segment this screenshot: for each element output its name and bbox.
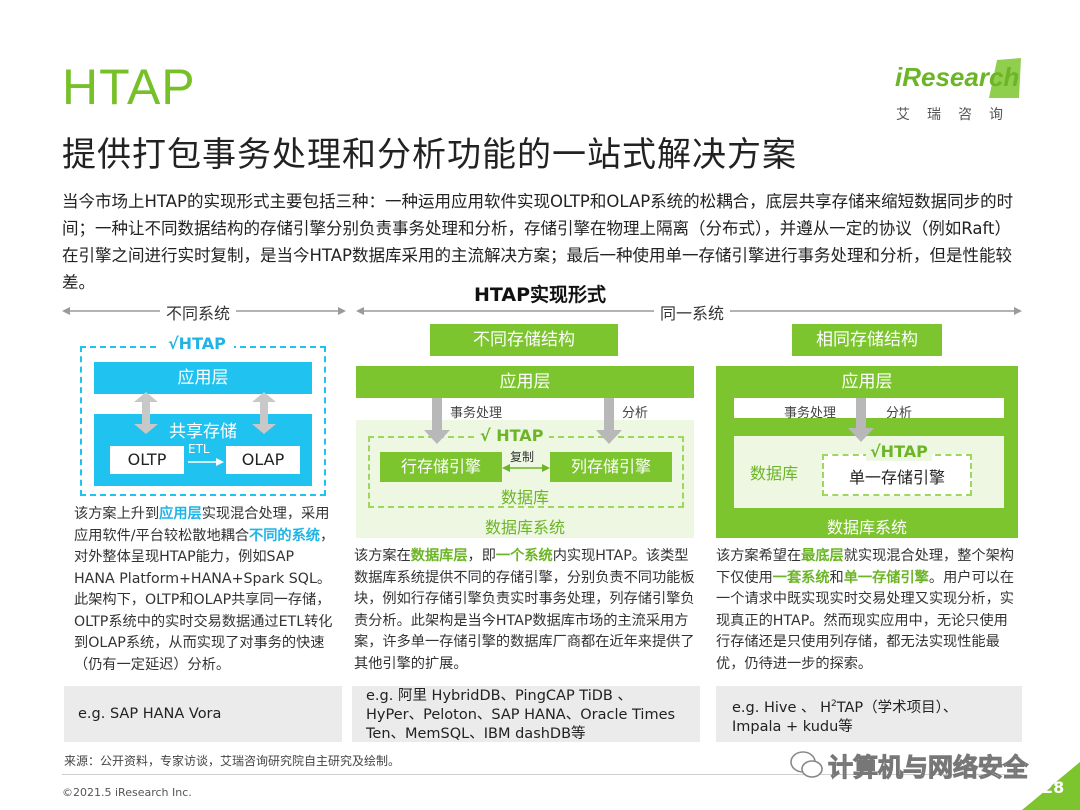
logo-cn: 艾瑞咨询 bbox=[896, 107, 1020, 123]
col2-row-engine: 行存储引擎 bbox=[380, 452, 502, 482]
col2-db-label: 数据库 bbox=[500, 488, 549, 507]
col1-shared-storage-label: 共享存储 bbox=[169, 422, 237, 442]
col1-etl-arrow bbox=[188, 458, 224, 466]
desc2-highlight2: 一个系统 bbox=[495, 548, 553, 564]
logo-text: iResearch bbox=[895, 62, 1020, 92]
logo-shape bbox=[893, 58, 1021, 98]
desc1-text2: 实现混合处理，采用应用软件/平台较松散地耦合 bbox=[74, 506, 330, 544]
col3-db-label: 数据库 bbox=[750, 464, 799, 483]
col1-arrows bbox=[134, 392, 276, 434]
intro-text: 当今市场上HTAP的实现形式主要包括三种：一种运用应用软件实现OLTP和OLAP… bbox=[62, 192, 1014, 292]
col3-tag: 相同存储结构 bbox=[792, 324, 942, 356]
col2-replicate-arrow bbox=[502, 464, 550, 472]
desc3-text2: 就实现混合处理，整个架构下仅使用 bbox=[716, 548, 1014, 586]
desc3-text4: 。用户可以在一个请求中既实现实时交易处理又实现分析，实现真正的HTAP。然而现实… bbox=[716, 569, 1015, 672]
desc3-text3: 和 bbox=[829, 569, 844, 586]
diagram-title: HTAP实现形式 bbox=[473, 284, 607, 306]
col3-app-layer: 应用层 bbox=[841, 372, 893, 392]
page-title: HTAP bbox=[62, 59, 196, 115]
col1-etl-label: ETL bbox=[188, 442, 210, 456]
desc1-highlight2: 不同的系统 bbox=[249, 527, 320, 544]
col2-tag: 不同存储结构 bbox=[430, 324, 618, 356]
desc3-highlight3: 单一存储引擎 bbox=[843, 569, 929, 586]
col3-htap-label: √HTAP bbox=[866, 442, 932, 461]
col2-htap-label: √ HTAP bbox=[474, 426, 550, 445]
col2-db-system-label: 数据库系统 bbox=[484, 518, 565, 537]
col2-arrows bbox=[424, 398, 622, 444]
col2-analysis-label: 分析 bbox=[622, 406, 649, 421]
col3-htap-frame bbox=[822, 454, 972, 496]
desc3-highlight2: 一套系统 bbox=[772, 569, 830, 586]
col1-olap: OLAP bbox=[226, 446, 300, 474]
source-note: 来源：公开资料，专家访谈，艾瑞咨询研究院自主研究及绘制。 bbox=[64, 754, 401, 768]
col2-app-layer: 应用层 bbox=[356, 366, 694, 398]
desc-col1: 该方案上升到应用层实现混合处理，采用应用软件/平台较松散地耦合不同的系统，对外整… bbox=[74, 504, 338, 676]
col3-engine: 单一存储引擎 bbox=[848, 468, 945, 487]
col1-oltp: OLTP bbox=[110, 446, 184, 474]
desc1-highlight1: 应用层 bbox=[159, 506, 202, 522]
desc3-text1: 该方案希望在 bbox=[716, 548, 802, 564]
desc2-highlight1: 数据库层 bbox=[410, 548, 468, 564]
logo bbox=[893, 58, 1023, 102]
example-col1: e.g. SAP HANA Vora bbox=[64, 686, 342, 742]
col2-replicate-label: 复制 bbox=[510, 450, 535, 464]
desc1-text3: ，对外整体呈现HTAP能力，例如SAP HANA Platform+HANA+S… bbox=[74, 527, 335, 673]
desc3-highlight1: 最底层 bbox=[801, 548, 844, 564]
col1-app-layer: 应用层 bbox=[94, 362, 312, 394]
example-col2: e.g. 阿里 HybridDB、PingCAP TiDB 、HyPer、Pel… bbox=[352, 686, 700, 742]
example-col3: e.g. Hive 、 H2TAP（学术项目）、Impala + kudu等 bbox=[716, 686, 1022, 742]
col2-col-engine: 列存储引擎 bbox=[550, 452, 672, 482]
page-subtitle: 提供打包事务处理和分析功能的一站式解决方案 bbox=[62, 135, 797, 175]
page-number: 28 bbox=[1042, 778, 1065, 797]
example-col3-text1: e.g. Hive 、 H bbox=[732, 699, 832, 716]
col3-analysis-label: 分析 bbox=[886, 406, 913, 421]
wechat-icon bbox=[790, 751, 823, 778]
watermark: 计算机与网络安全 bbox=[790, 746, 1030, 784]
col3-arrow bbox=[848, 398, 874, 442]
desc2-text3: 内实现HTAP。该类型数据库系统提供不同的存储引擎，分别负责不同功能板块，例如行… bbox=[354, 548, 695, 672]
col3-arrow-band bbox=[734, 398, 1004, 418]
copyright: ©2021.5 iResearch Inc. bbox=[62, 786, 192, 799]
col1-htap-label: √HTAP bbox=[160, 334, 234, 353]
watermark-text: 计算机与网络安全 bbox=[827, 753, 1029, 783]
col3-db-system-label: 数据库系统 bbox=[826, 518, 907, 537]
desc1-text1: 该方案上升到 bbox=[74, 506, 160, 522]
footer-divider bbox=[62, 774, 1022, 775]
desc2-text1: 该方案在 bbox=[354, 548, 411, 564]
desc-col2: 该方案在数据库层，即一个系统内实现HTAP。该类型数据库系统提供不同的存储引擎，… bbox=[354, 546, 698, 675]
label-different-system: 不同系统 bbox=[160, 300, 237, 324]
desc2-text2: ，即 bbox=[467, 548, 496, 564]
example-col3-sup: 2 bbox=[831, 699, 837, 709]
example-col3-text2: TAP（学术项目）、Impala + kudu等 bbox=[732, 699, 958, 735]
col3-txn-label: 事务处理 bbox=[784, 406, 837, 421]
desc-col3: 该方案希望在最底层就实现混合处理，整个架构下仅使用一套系统和单一存储引擎。用户可… bbox=[716, 546, 1022, 675]
col2-txn-label: 事务处理 bbox=[450, 406, 503, 421]
label-same-system: 同一系统 bbox=[654, 300, 731, 324]
page-corner bbox=[1022, 762, 1080, 810]
